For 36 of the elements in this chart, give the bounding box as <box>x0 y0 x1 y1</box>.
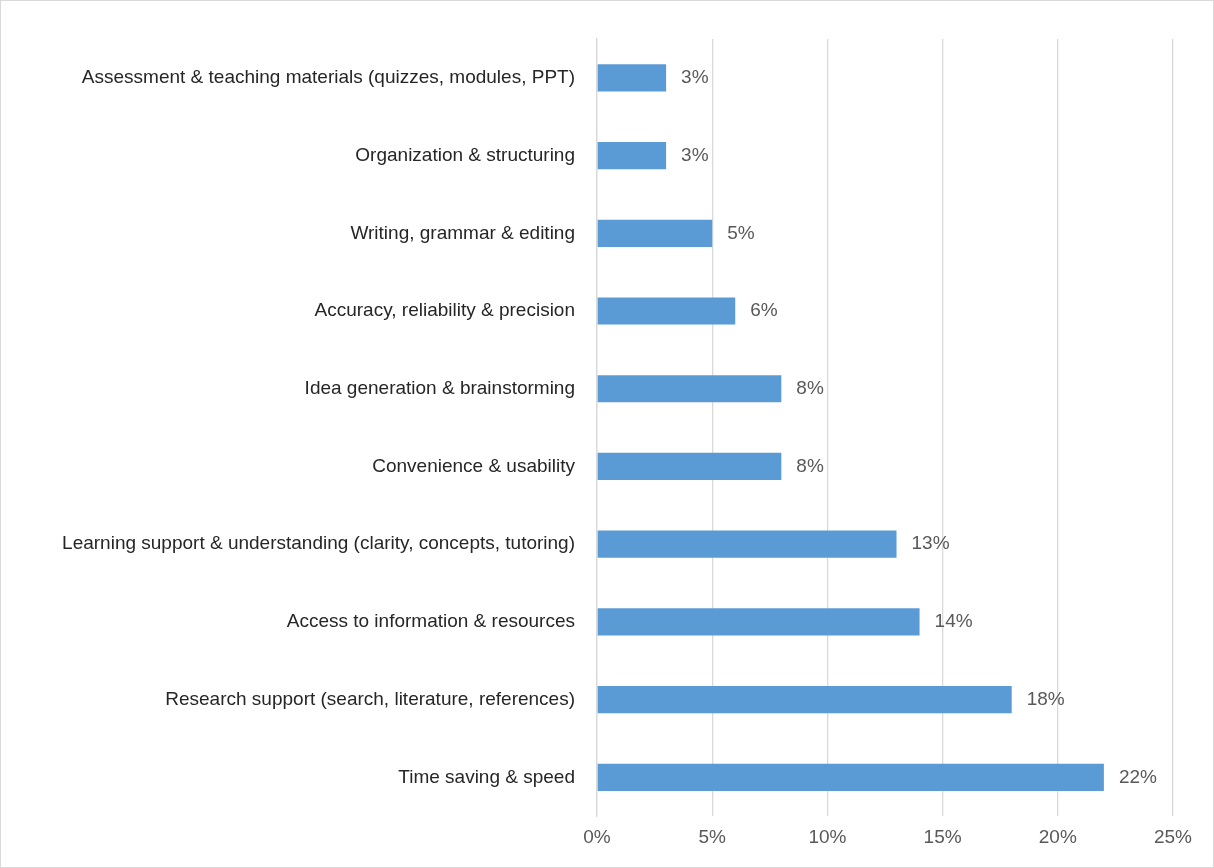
bar <box>597 530 897 558</box>
bar <box>597 219 713 247</box>
y-tick-label: Writing, grammar & editing <box>350 221 575 243</box>
x-tick-label: 20% <box>1038 825 1077 847</box>
x-tick-label: 0% <box>583 825 611 847</box>
y-tick-label: Research support (search, literature, references) <box>165 687 575 709</box>
x-tick-label: 5% <box>698 825 727 847</box>
data-label: 14% <box>934 610 973 632</box>
x-tick-label: 25% <box>1153 825 1193 847</box>
y-tick-label: Assessment & teaching materials (quizzes, modules, PPT) <box>81 66 575 88</box>
bar <box>597 297 736 325</box>
data-label: 3% <box>681 66 709 88</box>
y-tick-label: Access to information & resources <box>286 610 575 632</box>
data-label: 5% <box>727 221 755 243</box>
data-label: 6% <box>750 299 778 321</box>
y-tick-label: Learning support & understanding (clarity, concepts, tutoring) <box>62 532 575 554</box>
bar <box>597 64 667 92</box>
bar <box>597 141 667 170</box>
bar <box>597 763 1104 791</box>
y-tick-label: Convenience & usability <box>372 454 576 476</box>
data-label: 22% <box>1118 765 1158 787</box>
bar <box>597 452 782 481</box>
data-label: 3% <box>681 143 709 165</box>
data-label: 13% <box>911 532 950 554</box>
data-label: 8% <box>796 376 824 398</box>
y-tick-label: Accuracy, reliability & precision <box>314 299 575 321</box>
y-tick-label: Idea generation & brainstorming <box>304 376 575 398</box>
x-tick-label: 15% <box>923 825 962 847</box>
bar <box>597 686 1012 714</box>
y-tick-label: Time saving & speed <box>398 765 575 787</box>
y-tick-label: Organization & structuring <box>355 143 575 165</box>
data-label: 8% <box>796 454 824 476</box>
bar <box>597 608 920 636</box>
bar <box>597 375 782 403</box>
data-label: 18% <box>1026 687 1065 709</box>
x-tick-label: 10% <box>808 825 847 847</box>
